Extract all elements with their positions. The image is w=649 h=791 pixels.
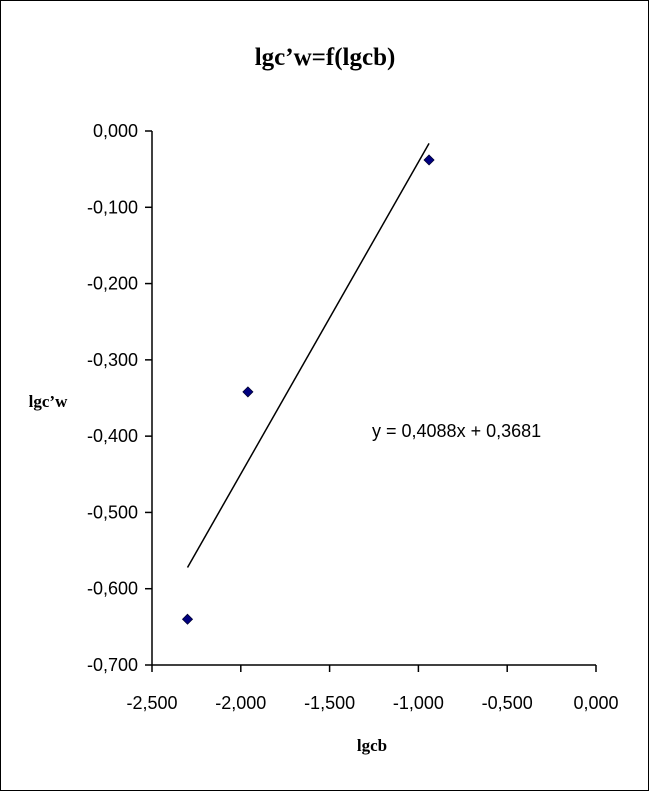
y-tick-label: -0,600 [87,579,138,599]
x-tick-label: -2,500 [126,693,177,713]
trendline-equation: y = 0,4088x + 0,3681 [372,421,541,441]
trendline [186,142,430,568]
axes-layer: 0,000 -0,100 -0,200 -0,300 -0,400 -0,500 -0,60… [87,121,619,713]
x-tick-label: -2,000 [215,693,266,713]
y-tick-label: -0,700 [87,655,138,675]
y-tick-label: -0,400 [87,426,138,446]
data-point [181,613,194,625]
y-tick-label: -0,100 [87,197,138,217]
x-tick-label: -1,500 [304,693,355,713]
y-axis-title: lgc’w [29,392,68,411]
chart-title: lgc’w=f(lgcb) [255,44,396,71]
y-tick-label: 0,000 [93,121,138,141]
data-point [423,154,435,166]
marks-layer [181,142,435,625]
data-point [242,386,254,398]
x-tick-label: -0,500 [482,693,533,713]
y-tick-label: -0,300 [87,350,138,370]
x-tick-label: 0,000 [573,693,618,713]
y-tick-label: -0,200 [87,274,138,294]
x-tick-label: -1,000 [393,693,444,713]
x-axis-title: lgcb [357,736,387,755]
y-tick-label: -0,500 [87,502,138,522]
